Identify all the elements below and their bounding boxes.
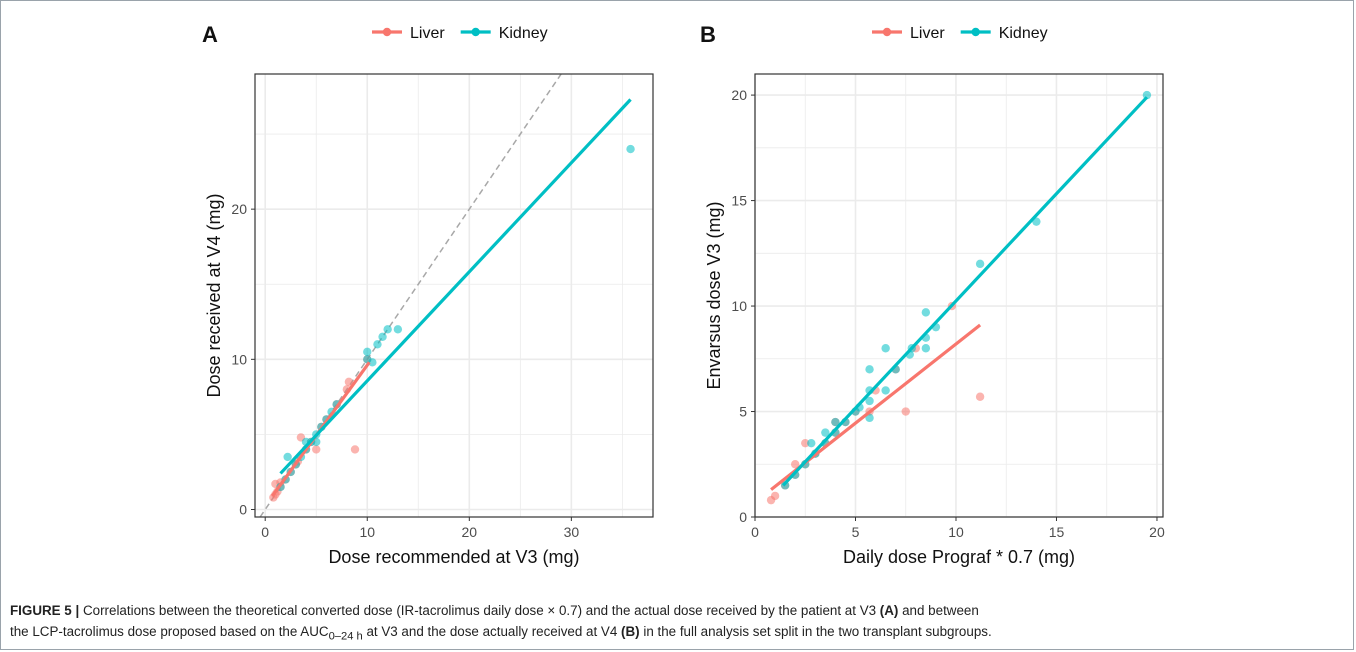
data-point-liver xyxy=(790,460,800,469)
y-tick-label: 20 xyxy=(231,201,247,217)
data-point-kidney xyxy=(881,344,890,353)
plot-area xyxy=(259,74,635,517)
panel-letter: B xyxy=(700,22,716,47)
data-point-liver xyxy=(801,438,810,448)
legend-label-kidney: Kidney xyxy=(999,25,1048,42)
caption-line2-c: in the full analysis set split in the tw… xyxy=(639,624,992,639)
data-point-kidney xyxy=(881,386,890,395)
data-point-liver xyxy=(901,407,910,416)
caption-line2-sub: 0–24 h xyxy=(328,630,363,643)
plot-area xyxy=(766,90,1152,505)
data-point-kidney xyxy=(865,396,874,406)
fit-line-kidney xyxy=(781,96,1149,487)
data-point-kidney xyxy=(831,417,840,427)
legend-label-kidney: Kidney xyxy=(499,25,548,42)
plot-border xyxy=(254,73,654,518)
x-tick-label: 10 xyxy=(359,524,375,540)
legend-label-liver: Liver xyxy=(910,25,945,42)
y-tick-label: 10 xyxy=(231,351,247,367)
x-axis-title: Daily dose Prograf * 0.7 (mg) xyxy=(843,547,1075,567)
x-tick-label: 10 xyxy=(948,524,964,540)
data-point-kidney xyxy=(363,347,372,357)
data-point-liver xyxy=(312,445,321,454)
data-point-kidney xyxy=(807,438,816,448)
y-tick-label: 0 xyxy=(739,509,747,525)
fit-line-kidney xyxy=(279,98,632,475)
x-tick-label: 30 xyxy=(564,524,580,540)
y-tick-label: 15 xyxy=(731,193,747,209)
plot-border xyxy=(754,73,1164,518)
y-tick-label: 5 xyxy=(739,404,747,420)
figure-charts: 0 10 20 30 0 10 20 Dose recommended at V3 (mg) D… xyxy=(202,22,1165,567)
y-tick-label: 10 xyxy=(731,298,747,314)
caption-line1-b: and between xyxy=(898,603,979,618)
x-axis-title: Dose recommended at V3 (mg) xyxy=(328,547,579,567)
data-point-liver xyxy=(975,392,985,401)
data-point-liver xyxy=(770,491,780,501)
data-point-kidney xyxy=(378,332,387,341)
data-point-kidney xyxy=(921,308,931,317)
legend-label-liver: Liver xyxy=(410,25,445,42)
data-point-kidney xyxy=(921,344,931,353)
legend-key-point-liver xyxy=(382,27,392,37)
data-point-kidney xyxy=(383,325,392,334)
x-tick-label: 0 xyxy=(751,524,759,540)
caption-ref-a: (A) xyxy=(879,603,899,618)
x-tick-label: 20 xyxy=(462,524,478,540)
caption-line2-b: at V3 and the dose actually received at … xyxy=(362,624,622,639)
x-tick-label: 5 xyxy=(852,524,860,540)
panel-b: 0 5 10 15 20 0 5 10 15 20 Daily dose Prograf * 0.7… xyxy=(700,22,1165,567)
data-point-kidney xyxy=(368,358,377,367)
figure-caption: FIGURE 5 | Correlations between the theo… xyxy=(10,600,1346,648)
x-tick-label: 20 xyxy=(1149,524,1165,540)
data-point-kidney xyxy=(865,365,874,374)
caption-line1-a: Correlations between the theoretical con… xyxy=(82,603,880,618)
panel-a: 0 10 20 30 0 10 20 Dose recommended at V3 (mg) D… xyxy=(202,22,654,567)
legend-key-point-kidney xyxy=(471,27,480,37)
legend-key-point-liver xyxy=(882,27,892,37)
data-point-kidney xyxy=(373,340,382,349)
data-point-liver xyxy=(344,377,354,387)
data-point-kidney xyxy=(865,413,874,423)
data-point-kidney xyxy=(975,259,985,269)
y-tick-label: 0 xyxy=(239,501,247,517)
data-point-kidney xyxy=(821,428,830,437)
panel-letter: A xyxy=(202,22,218,47)
y-tick-label: 20 xyxy=(731,87,747,103)
data-point-liver xyxy=(350,445,360,454)
y-axis-title: Dose received at V4 (mg) xyxy=(204,193,224,397)
caption-label: FIGURE 5 | xyxy=(10,603,80,618)
caption-ref-b: (B) xyxy=(621,624,640,639)
x-tick-label: 0 xyxy=(261,524,269,540)
data-point-kidney xyxy=(283,452,292,462)
y-axis-title: Envarsus dose V3 (mg) xyxy=(704,201,724,389)
data-point-kidney xyxy=(393,325,403,334)
data-point-kidney xyxy=(626,144,635,154)
legend-key-point-kidney xyxy=(971,27,980,37)
x-tick-label: 15 xyxy=(1049,524,1065,540)
caption-line2-a: the LCP-tacrolimus dose proposed based o… xyxy=(10,624,329,639)
